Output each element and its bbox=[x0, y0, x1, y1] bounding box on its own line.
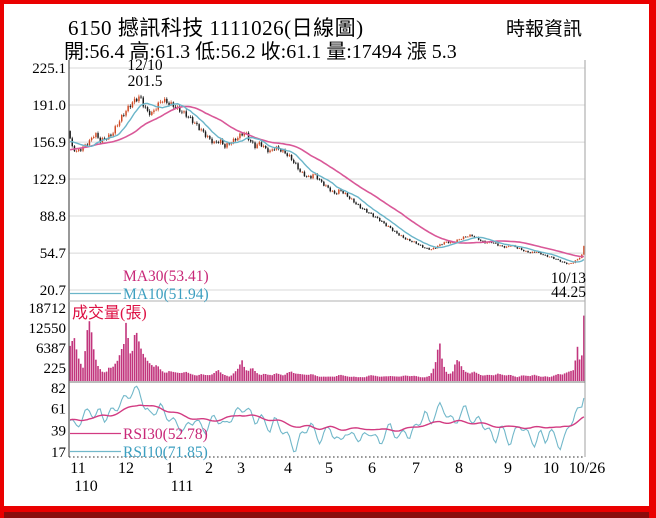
volume-axis-label: 6387 bbox=[36, 341, 67, 357]
volume-axis-label: 12550 bbox=[29, 321, 67, 337]
rsi10-legend-label: RSI10(71.85) bbox=[123, 444, 208, 461]
page-title: 6150 撼訊科技 1111026(日線圖) bbox=[68, 16, 364, 40]
rsi30-legend-label: RSI30(52.78) bbox=[123, 426, 208, 443]
price-axis-label: 54.7 bbox=[40, 246, 67, 262]
month-tick-label: 2 bbox=[205, 460, 213, 477]
year-tick-label: 111 bbox=[171, 478, 194, 495]
year-tick-label: 110 bbox=[74, 478, 97, 495]
ma30-legend-label: MA30(53.41) bbox=[123, 268, 209, 285]
peak-date-label: 12/10 bbox=[127, 57, 163, 74]
volume-axis-label: 225 bbox=[44, 361, 67, 377]
price-axis-label: 20.7 bbox=[40, 283, 67, 299]
price-axis-label: 156.9 bbox=[32, 135, 66, 151]
month-tick-label: 10 bbox=[543, 460, 559, 477]
volume-axis: 18712 12550 6387 225 bbox=[29, 301, 67, 377]
quote-summary-line: 開:56.4 高:61.3 低:56.2 收:61.1 量:17494 漲 5.… bbox=[64, 41, 457, 63]
rsi-axis-label: 39 bbox=[51, 423, 66, 439]
month-tick-label: 6 bbox=[368, 460, 376, 477]
month-tick-label: 3 bbox=[237, 460, 245, 477]
volume-panel-title: 成交量(張) bbox=[72, 304, 147, 322]
bottom-border-strip bbox=[4, 506, 649, 518]
rsi-axis: 82 61 39 17 bbox=[51, 381, 67, 461]
month-tick-label: 5 bbox=[325, 460, 333, 477]
volume-bars bbox=[69, 315, 585, 381]
rsi-axis-label: 82 bbox=[51, 381, 66, 397]
month-tick-label: 11 bbox=[70, 460, 85, 477]
ma10-legend-label: MA10(51.94) bbox=[123, 286, 209, 303]
price-axis-label: 191.0 bbox=[32, 98, 66, 114]
month-tick-label: 8 bbox=[455, 460, 463, 477]
panel-frames bbox=[68, 60, 586, 458]
rsi-axis-label: 17 bbox=[51, 445, 67, 461]
rsi30-line bbox=[70, 404, 585, 432]
month-tick-label: 4 bbox=[284, 460, 292, 477]
price-axis-label: 122.9 bbox=[32, 172, 66, 188]
month-tick-label: 10/26 bbox=[569, 460, 605, 477]
month-tick-label: 7 bbox=[412, 460, 420, 477]
provider-label: 時報資訊 bbox=[506, 19, 583, 40]
volume-axis-label: 18712 bbox=[29, 301, 67, 317]
peak-price-label: 201.5 bbox=[128, 73, 163, 90]
price-axis-label: 225.1 bbox=[32, 61, 66, 77]
ma10-line bbox=[70, 102, 585, 263]
low-price-label: 44.25 bbox=[551, 284, 586, 301]
ma30-line bbox=[69, 105, 584, 258]
rsi-axis-label: 61 bbox=[51, 402, 66, 418]
price-grid: 225.1 191.0 156.9 122.9 88.8 54.7 20.7 bbox=[32, 61, 585, 299]
month-tick-label: 1 bbox=[166, 460, 174, 477]
low-date-label: 10/13 bbox=[551, 270, 587, 287]
price-axis-label: 88.8 bbox=[40, 209, 66, 225]
month-tick-label: 12 bbox=[118, 460, 134, 477]
month-tick-label: 9 bbox=[504, 460, 512, 477]
